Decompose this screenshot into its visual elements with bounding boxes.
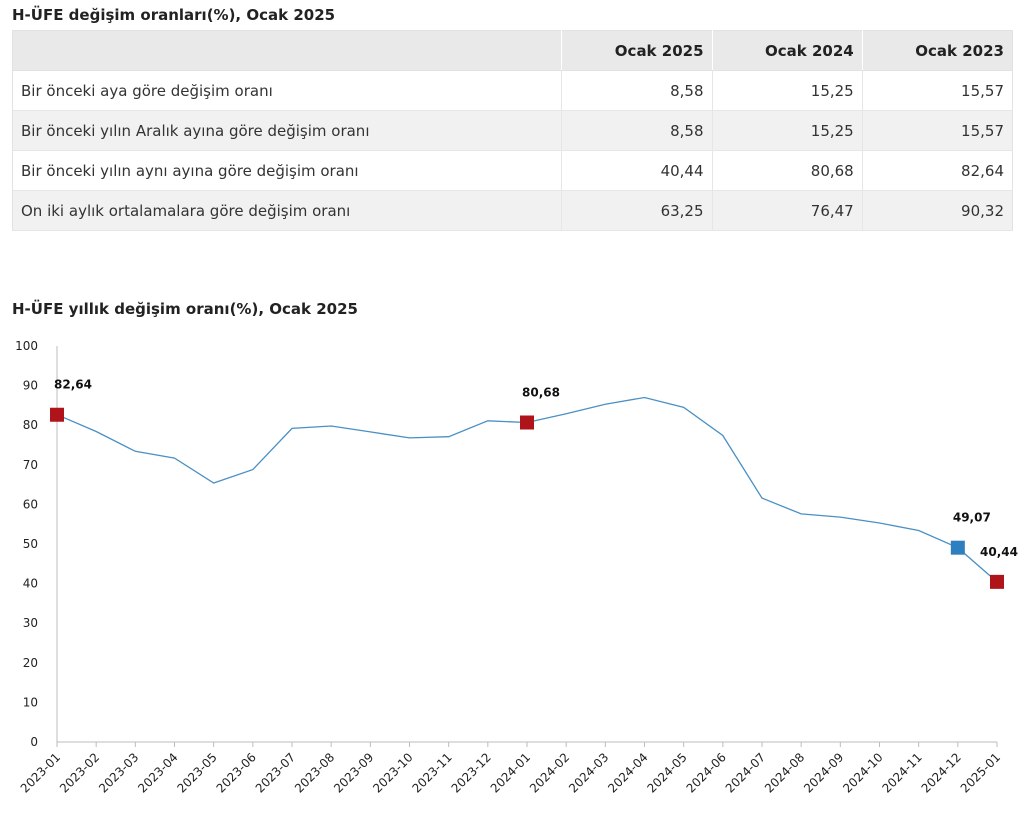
x-tick-label: 2023-04: [135, 750, 180, 795]
table-header-ocak-2023: Ocak 2023: [861, 30, 1013, 71]
data-label: 40,44: [980, 545, 1018, 559]
table-header-ocak-2024: Ocak 2024: [711, 30, 863, 71]
y-tick-label: 0: [30, 735, 38, 749]
x-tick-label: 2023-06: [214, 750, 259, 795]
x-tick-label: 2023-01: [18, 750, 63, 795]
table-title: H-ÜFE değişim oranları(%), Ocak 2025: [12, 6, 336, 24]
x-tick-label: 2023-11: [409, 750, 454, 795]
row-label: Bir önceki aya göre değişim oranı: [12, 70, 562, 111]
x-tick-label: 2024-10: [840, 750, 885, 795]
x-tick-label: 2023-12: [449, 750, 494, 795]
table-row: Bir önceki yılın Aralık ayına göre değiş…: [12, 110, 1013, 151]
highlight-marker: [990, 574, 1004, 589]
data-label: 49,07: [953, 511, 991, 525]
row-value: 40,44: [561, 150, 713, 191]
x-tick-label: 2023-02: [57, 750, 102, 795]
x-tick-label: 2024-04: [605, 750, 650, 795]
x-tick-label: 2023-10: [370, 750, 415, 795]
row-value: 63,25: [561, 190, 713, 231]
row-label: On iki aylık ortalamalara göre değişim o…: [12, 190, 562, 231]
change-rates-table: Ocak 2025 Ocak 2024 Ocak 2023 Bir önceki…: [12, 30, 1013, 231]
highlight-marker: [950, 540, 965, 555]
x-tick-label: 2024-08: [762, 750, 807, 795]
y-tick-label: 60: [23, 497, 38, 511]
row-value: 82,64: [861, 150, 1013, 191]
x-tick-label: 2024-01: [488, 750, 533, 795]
x-tick-label: 2024-02: [527, 750, 572, 795]
data-label: 82,64: [54, 378, 92, 392]
row-value: 76,47: [711, 190, 863, 231]
x-tick-label: 2023-07: [253, 750, 298, 795]
y-tick-label: 80: [23, 418, 38, 432]
x-tick-label: 2024-09: [801, 750, 846, 795]
row-value: 8,58: [561, 110, 713, 151]
x-tick-label: 2024-05: [644, 750, 689, 795]
x-tick-label: 2024-11: [879, 750, 924, 795]
row-value: 80,68: [711, 150, 863, 191]
x-tick-label: 2023-03: [96, 750, 141, 795]
x-tick-label: 2023-09: [331, 750, 376, 795]
table-header-ocak-2025: Ocak 2025: [561, 30, 713, 71]
y-tick-label: 30: [23, 616, 38, 630]
highlight-marker: [520, 415, 534, 430]
x-tick-label: 2024-12: [919, 750, 964, 795]
row-label: Bir önceki yılın Aralık ayına göre değiş…: [12, 110, 562, 151]
row-value: 15,25: [711, 110, 863, 151]
x-tick-label: 2025-01: [958, 750, 1003, 795]
row-value: 90,32: [861, 190, 1013, 231]
chart-title: H-ÜFE yıllık değişim oranı(%), Ocak 2025: [12, 300, 358, 318]
x-tick-label: 2023-05: [174, 750, 219, 795]
y-tick-label: 50: [23, 537, 38, 551]
table-row: Bir önceki yılın aynı ayına göre değişim…: [12, 150, 1013, 191]
table-row: On iki aylık ortalamalara göre değişim o…: [12, 190, 1013, 231]
row-value: 15,25: [711, 70, 863, 111]
table-row: Bir önceki aya göre değişim oranı 8,58 1…: [12, 70, 1013, 111]
x-tick-label: 2024-07: [723, 750, 768, 795]
x-tick-label: 2023-08: [292, 750, 337, 795]
y-tick-label: 70: [23, 458, 38, 472]
table-header-corner: [12, 30, 562, 71]
y-tick-label: 40: [23, 577, 38, 591]
annual-change-line-chart: 01020304050607080901002023-012023-022023…: [15, 339, 1018, 796]
y-tick-label: 10: [23, 695, 38, 709]
row-value: 15,57: [861, 110, 1013, 151]
x-tick-label: 2024-03: [566, 750, 611, 795]
row-value: 15,57: [861, 70, 1013, 111]
y-tick-label: 20: [23, 656, 38, 670]
y-tick-label: 100: [15, 339, 38, 353]
x-tick-label: 2024-06: [684, 750, 729, 795]
row-value: 8,58: [561, 70, 713, 111]
highlight-marker: [50, 407, 64, 422]
table-header-row: Ocak 2025 Ocak 2024 Ocak 2023: [12, 30, 1013, 71]
y-tick-label: 90: [23, 379, 38, 393]
row-label: Bir önceki yılın aynı ayına göre değişim…: [12, 150, 562, 191]
data-label: 80,68: [522, 386, 560, 400]
